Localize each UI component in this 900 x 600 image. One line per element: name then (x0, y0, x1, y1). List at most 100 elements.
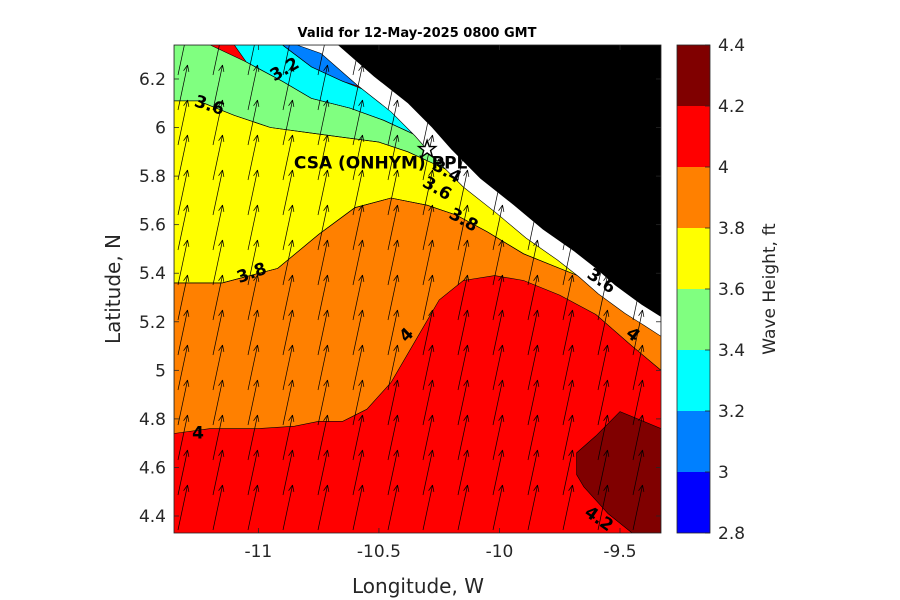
wave-arrow (317, 484, 330, 531)
wave-arrow (212, 344, 225, 391)
wave-arrow (177, 134, 190, 181)
wave-arrow (422, 309, 435, 356)
wave-arrow (492, 204, 505, 251)
wave-arrow (177, 64, 190, 111)
wave-arrow (492, 239, 505, 286)
wave-arrow (422, 274, 435, 321)
colorbar-tick-label: 3.2 (718, 402, 745, 422)
wave-arrow (177, 274, 190, 321)
wave-arrow (212, 134, 225, 181)
wave-arrow (562, 379, 575, 426)
wave-arrow (352, 484, 365, 531)
wave-arrow (457, 379, 470, 426)
y-tick-label: 5.4 (139, 264, 166, 284)
wave-arrow (422, 169, 435, 216)
colorbar-tick-label: 2.8 (718, 524, 745, 544)
wave-arrow (457, 274, 470, 321)
wave-arrow (212, 204, 225, 251)
wave-arrow (317, 45, 325, 76)
wave-arrow (282, 379, 295, 426)
colorbar-swatch (677, 45, 710, 106)
wave-arrow (247, 64, 260, 111)
wave-arrow (562, 274, 575, 321)
wave-arrow (317, 274, 330, 321)
wave-arrow (282, 449, 295, 496)
y-tick-label: 4.8 (139, 410, 166, 430)
wave-arrow (177, 239, 190, 286)
wave-arrow (457, 414, 470, 461)
wave-arrow (527, 204, 540, 251)
wave-arrow (212, 414, 225, 461)
wave-arrow (562, 414, 575, 461)
wave-arrow (177, 344, 190, 391)
wave-arrow (632, 379, 645, 426)
wave-arrow (597, 379, 610, 426)
wave-arrow (387, 134, 400, 181)
wave-arrow (247, 169, 260, 216)
wave-arrow (387, 344, 400, 391)
wave-arrow (247, 309, 260, 356)
wave-arrow (492, 379, 505, 426)
contour-label: 4 (192, 423, 204, 443)
wave-arrow (212, 484, 225, 531)
wave-arrow (212, 379, 225, 426)
wave-arrow (457, 449, 470, 496)
wave-arrow (422, 484, 435, 531)
wave-arrow (352, 45, 360, 76)
x-tick-label: -9.5 (603, 542, 636, 562)
wave-arrow (177, 309, 190, 356)
colorbar-tick-label: 4.2 (718, 97, 745, 117)
wave-arrow (317, 449, 330, 496)
station-marker-star-icon (416, 138, 438, 159)
wave-arrow (597, 449, 610, 496)
wave-arrow (247, 484, 260, 531)
wave-arrow (457, 169, 470, 216)
wave-arrow (562, 204, 575, 251)
wave-arrow (527, 449, 540, 496)
wave-arrow (212, 309, 225, 356)
y-tick-label: 6.2 (139, 70, 166, 90)
wave-arrow (177, 204, 190, 251)
wave-arrow (457, 484, 470, 531)
wave-arrow (177, 169, 190, 216)
station-label: CSA (ONHYM) PPL ES (294, 153, 497, 173)
colorbar-tick-label: 4.4 (718, 36, 745, 56)
colorbar-swatch (677, 411, 710, 472)
x-tick-label: -11 (244, 542, 272, 562)
colorbar-tick-label: 3.6 (718, 280, 745, 300)
wave-arrow (282, 134, 295, 181)
wave-arrow (282, 309, 295, 356)
wave-arrow (632, 309, 645, 356)
wave-arrow (387, 239, 400, 286)
wave-arrow (352, 99, 365, 146)
wave-arrow (632, 414, 645, 461)
wave-arrow (317, 379, 330, 426)
wave-arrow (422, 99, 435, 146)
wave-arrow (282, 344, 295, 391)
wave-arrow (352, 309, 365, 356)
wave-arrow (632, 274, 645, 321)
wave-arrow (457, 344, 470, 391)
wave-arrow (282, 239, 295, 286)
wave-arrow (597, 484, 610, 531)
wave-arrow (177, 99, 190, 146)
wave-arrow (352, 274, 365, 321)
wave-arrow (422, 239, 435, 286)
wave-arrow (177, 414, 190, 461)
wave-arrow (562, 484, 575, 531)
wave-arrow (562, 239, 575, 286)
wave-arrow (282, 99, 295, 146)
wave-arrow (282, 484, 295, 531)
wave-arrow (387, 64, 400, 111)
wave-arrow (352, 239, 365, 286)
wave-arrow (492, 274, 505, 321)
wave-arrow (212, 64, 225, 111)
wave-arrow (387, 99, 400, 146)
wave-arrow (212, 449, 225, 496)
wave-arrow (247, 204, 260, 251)
wave-arrow (422, 379, 435, 426)
wave-arrow (492, 484, 505, 531)
wave-arrow (422, 449, 435, 496)
wave-arrow (527, 309, 540, 356)
